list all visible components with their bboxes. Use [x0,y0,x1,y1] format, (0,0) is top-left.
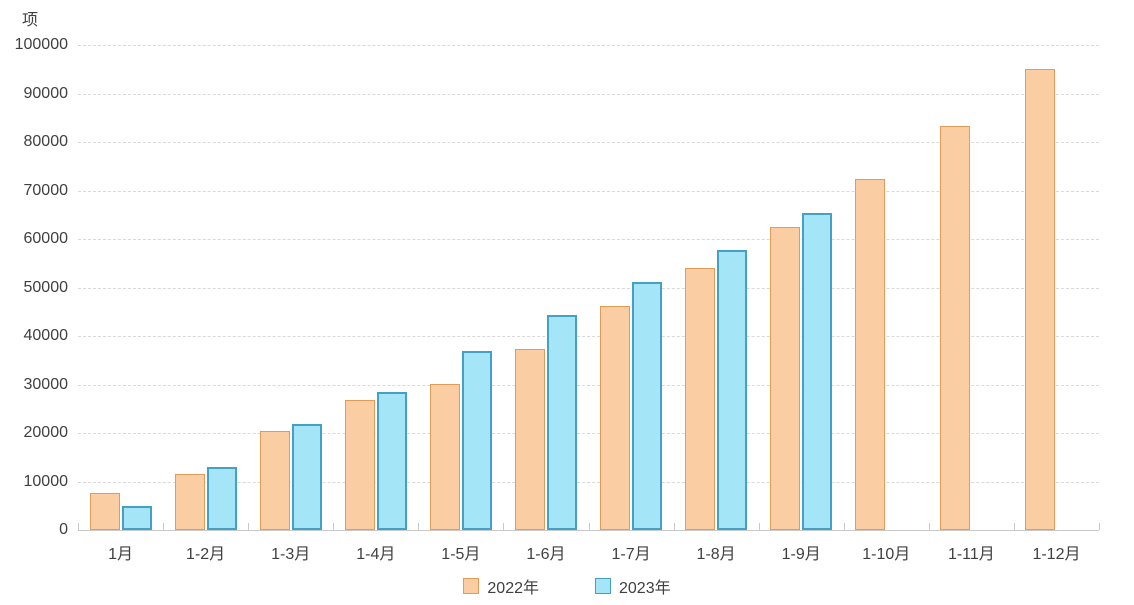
gridline [78,481,1099,483]
x-tick-label: 1-3月 [271,546,311,563]
y-tick-label: 50000 [23,278,69,296]
legend-label-2022: 2022年 [487,580,539,597]
x-tick-label: 1-10月 [862,546,911,563]
axis-tick [759,523,760,530]
axis-tick [163,523,164,530]
axis-tick [1099,523,1100,530]
axis-tick [1014,523,1015,530]
axis-tick [333,523,334,530]
bar-2022年-1-4月 [345,400,375,530]
axis-tick [674,523,675,530]
gridline [78,239,1099,240]
x-tick-label: 1-2月 [186,546,226,563]
gridline [78,433,1099,434]
y-tick-label: 10000 [23,472,69,490]
y-tick-label: 60000 [23,230,69,247]
x-tick-label: 1-4月 [356,546,396,563]
x-tick-label: 1-9月 [781,546,821,563]
bar-2022年-1-10月 [855,179,885,530]
bar-2022年-1-3月 [260,431,290,530]
bar-2023年-1-9月 [802,213,832,530]
gridline [78,190,1099,192]
y-tick-label: 100000 [14,36,68,53]
legend-swatch-2023 [595,578,611,594]
y-tick-label: 70000 [23,181,69,199]
gridline [78,384,1099,386]
axis-tick [929,523,930,530]
axis-tick [589,523,590,530]
bar-2022年-1-11月 [940,126,970,530]
axis-tick [503,523,504,530]
legend: 2022年 2023年 [0,574,1134,598]
x-tick-label: 1月 [108,546,133,563]
bar-2022年-1-5月 [430,384,460,530]
bar-2022年-1-7月 [600,306,630,530]
axis-tick [78,523,79,530]
x-tick-label: 1-7月 [611,546,651,563]
bar-2023年-1-3月 [292,424,322,530]
x-tick-label: 1-5月 [441,546,481,563]
legend-swatch-2022 [463,578,480,594]
legend-item-2023: 2023年 [595,574,671,598]
bar-2023年-1-8月 [717,250,747,530]
bar-2022年-1-2月 [175,474,205,530]
bar-2022年-1月 [90,493,120,530]
y-axis-unit-label: 项 [22,12,39,29]
gridline [78,142,1099,143]
bar-2022年-1-9月 [770,227,800,530]
legend-label-2023: 2023年 [619,580,671,597]
gridline [78,336,1099,337]
bar-2022年-1-12月 [1025,69,1055,530]
x-tick-label: 1-6月 [526,546,566,563]
y-tick-label: 30000 [23,375,69,393]
y-tick-label: 0 [59,521,68,538]
axis-tick [844,523,845,530]
bar-2023年-1-5月 [462,351,492,530]
y-tick-label: 20000 [23,424,69,441]
axis-tick [248,523,249,530]
x-tick-label: 1-8月 [696,546,736,563]
gridline [78,45,1099,46]
bar-2023年-1月 [122,506,152,530]
plot-area [78,45,1100,531]
bar-2023年-1-2月 [207,467,237,530]
x-tick-label: 1-11月 [947,546,995,563]
legend-item-2022: 2022年 [463,574,539,598]
bar-2023年-1-7月 [632,282,662,530]
x-tick-label: 1-12月 [1032,546,1081,563]
bar-2022年-1-8月 [685,268,715,530]
gridline [78,93,1099,95]
bar-2023年-1-6月 [547,315,577,530]
bar-2023年-1-4月 [377,392,407,530]
y-tick-label: 90000 [23,84,69,102]
bar-2022年-1-6月 [515,349,545,530]
y-tick-label: 40000 [23,327,69,344]
y-tick-label: 80000 [23,133,69,150]
gridline [78,287,1099,289]
axis-tick [418,523,419,530]
